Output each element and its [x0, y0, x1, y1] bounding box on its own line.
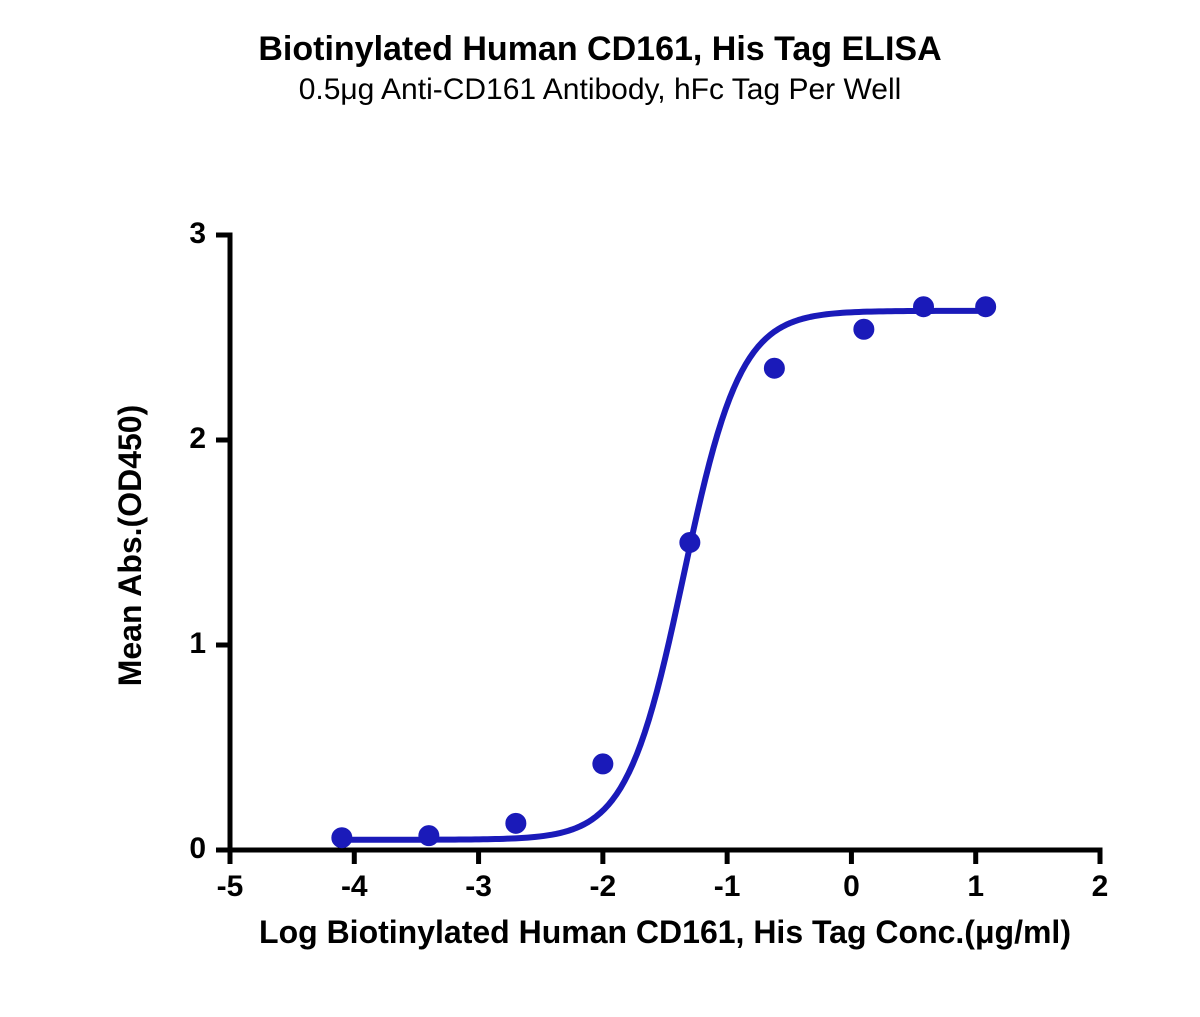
- data-point: [976, 297, 996, 317]
- data-point: [764, 358, 784, 378]
- data-point: [332, 828, 352, 848]
- data-point: [914, 297, 934, 317]
- data-point: [506, 813, 526, 833]
- fit-curve: [342, 311, 988, 840]
- y-axis-label: Mean Abs.(OD450): [112, 238, 149, 853]
- title-block: Biotinylated Human CD161, His Tag ELISA …: [0, 30, 1200, 107]
- plot-area: [210, 225, 1120, 880]
- axes: [230, 235, 1100, 850]
- y-tick-label: 3: [160, 217, 206, 251]
- y-tick-label: 0: [160, 832, 206, 866]
- data-point: [854, 319, 874, 339]
- y-tick-label: 2: [160, 422, 206, 456]
- chart-title: Biotinylated Human CD161, His Tag ELISA: [0, 30, 1200, 69]
- x-tick-label: -2: [573, 870, 633, 904]
- x-tick-label: -1: [697, 870, 757, 904]
- x-tick-label: 0: [821, 870, 881, 904]
- x-tick-label: 2: [1070, 870, 1130, 904]
- x-tick-label: -4: [324, 870, 384, 904]
- y-tick-label: 1: [160, 627, 206, 661]
- data-point: [593, 754, 613, 774]
- chart-svg: [210, 225, 1120, 880]
- x-axis-label: Log Biotinylated Human CD161, His Tag Co…: [105, 914, 1200, 951]
- data-point: [680, 533, 700, 553]
- data-point: [419, 826, 439, 846]
- chart-subtitle: 0.5μg Anti-CD161 Antibody, hFc Tag Per W…: [0, 73, 1200, 107]
- x-tick-label: -5: [200, 870, 260, 904]
- x-tick-label: 1: [946, 870, 1006, 904]
- x-tick-label: -3: [449, 870, 509, 904]
